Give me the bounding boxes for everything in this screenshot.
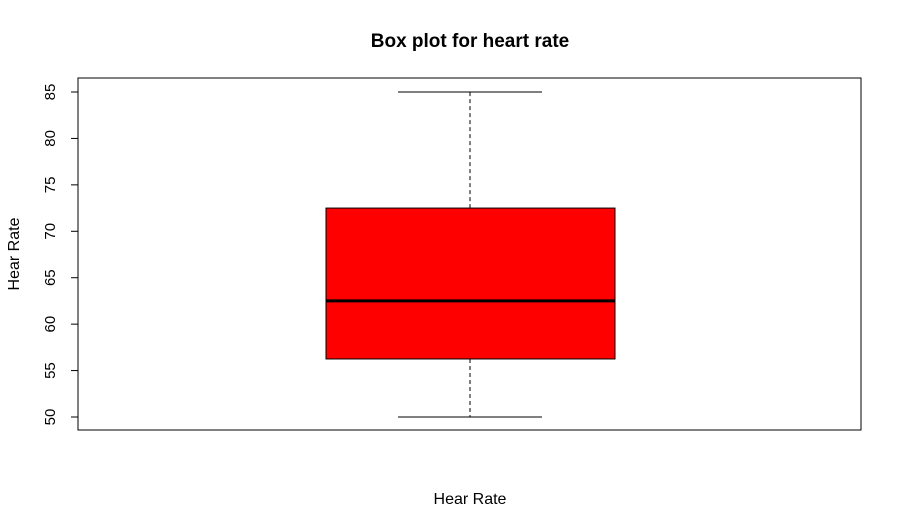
- y-tick-label: 75: [42, 177, 59, 194]
- y-tick-label: 70: [42, 223, 59, 240]
- y-tick-label: 50: [42, 409, 59, 426]
- box-group: [325, 91, 616, 418]
- chart-title: Box plot for heart rate: [371, 31, 569, 52]
- x-axis-label: Hear Rate: [434, 491, 507, 508]
- y-tick-label: 65: [42, 269, 59, 286]
- y-axis-label: Hear Rate: [6, 217, 23, 290]
- iqr-box: [325, 207, 616, 360]
- y-tick-label: 60: [42, 316, 59, 333]
- y-tick-label: 55: [42, 362, 59, 379]
- y-tick-label: 80: [42, 130, 59, 147]
- y-tick-label: 85: [42, 84, 59, 101]
- y-axis-ticks: 50 55 60 65 70 75 80 85: [42, 84, 78, 426]
